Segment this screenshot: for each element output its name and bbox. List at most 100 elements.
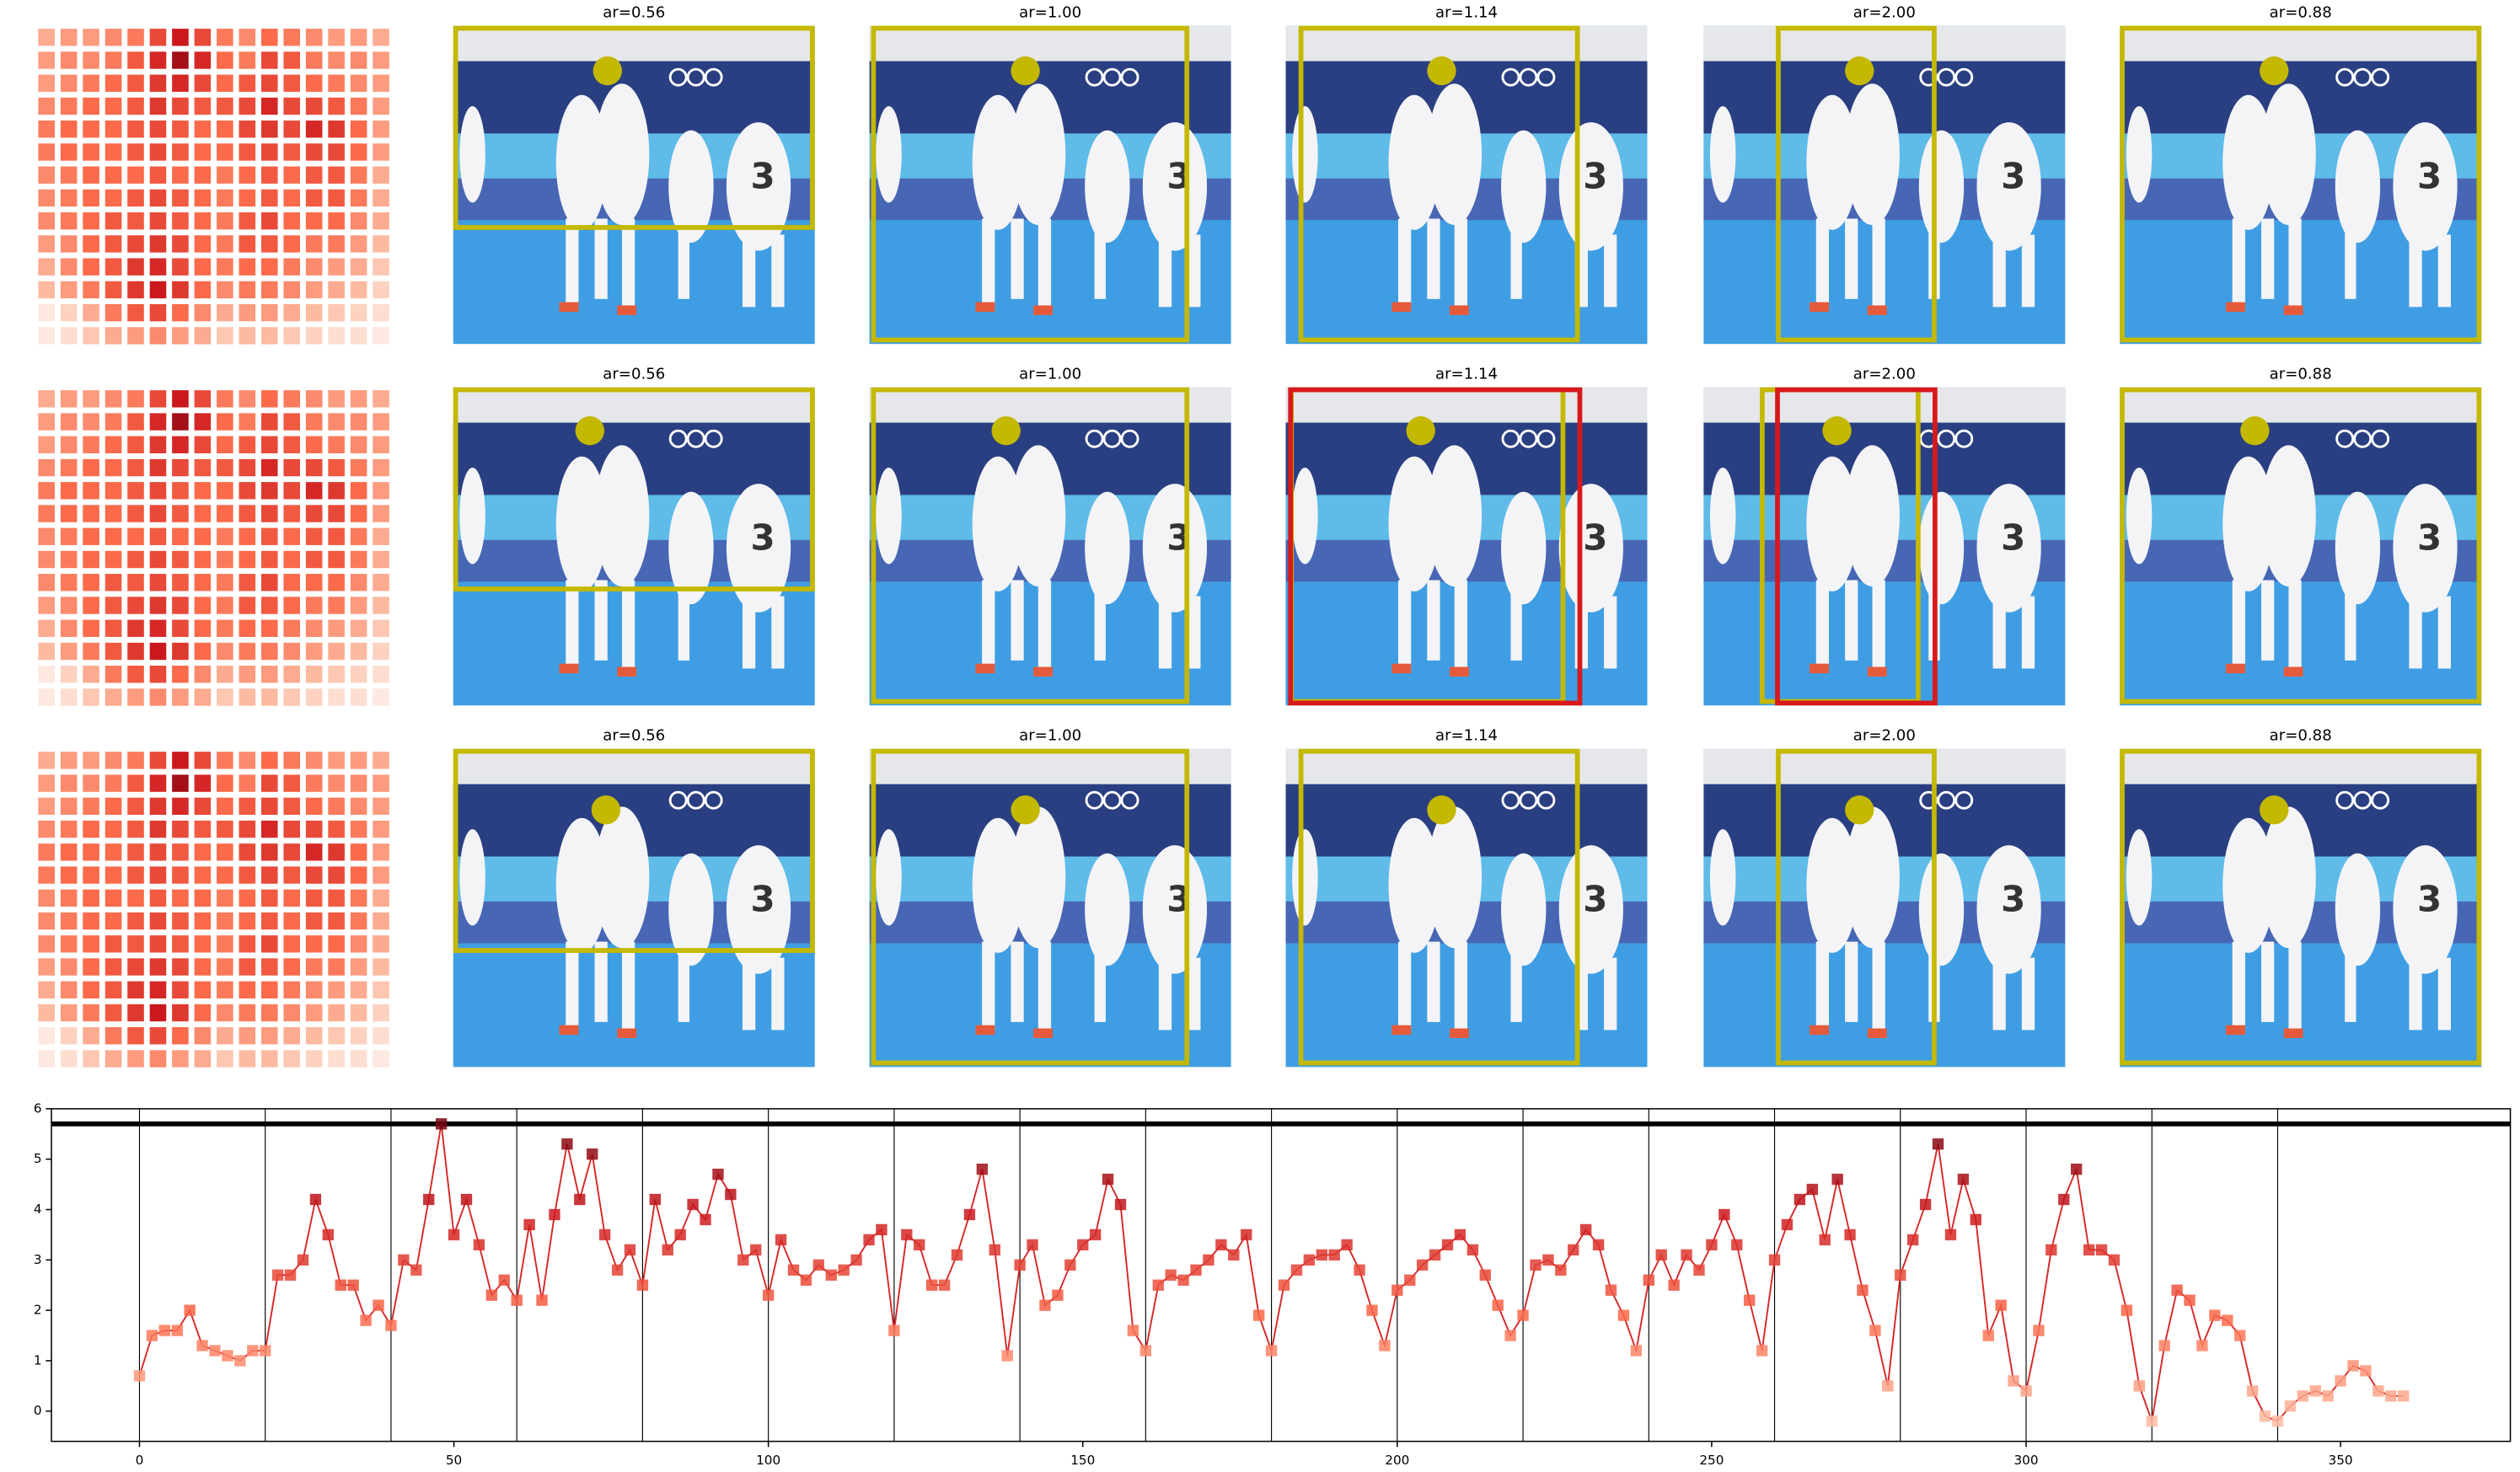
heatmap-cell: [283, 866, 301, 884]
heatmap-cell: [172, 51, 189, 69]
point-marker: [410, 1264, 422, 1276]
heatmap-cell: [60, 843, 78, 861]
heatmap-cell: [38, 666, 55, 683]
heatmap-cell: [373, 820, 389, 838]
heatmap-cell: [305, 212, 323, 230]
heatmap-cell: [260, 235, 278, 253]
panel-title: ar=2.00: [1853, 3, 1916, 21]
photo: [1703, 748, 2066, 1068]
point-marker: [1617, 1309, 1630, 1321]
heatmap-cell: [38, 436, 55, 453]
point-marker: [1027, 1239, 1038, 1251]
heatmap-cell: [194, 843, 212, 861]
panel-title: ar=1.00: [1019, 727, 1081, 745]
heatmap-cell: [83, 958, 99, 976]
heatmap-cell: [328, 666, 345, 683]
heatmap-cell: [60, 527, 78, 545]
heatmap-cell: [38, 258, 55, 276]
heatmap-cell: [127, 281, 144, 299]
heatmap-cell: [127, 935, 144, 953]
heatmap-cell: [149, 327, 167, 345]
heatmap-cell: [305, 981, 323, 998]
heatmap-cell: [350, 981, 367, 998]
panel-title: ar=2.00: [1853, 365, 1916, 383]
heatmap-cell: [328, 866, 345, 884]
point-marker: [574, 1193, 586, 1206]
point-marker: [1391, 1284, 1403, 1296]
heatmap-cell: [260, 752, 278, 769]
heatmap-cell: [172, 774, 189, 792]
heatmap-cell: [105, 619, 122, 637]
heatmap-cell: [83, 212, 99, 230]
heatmap-cell: [194, 866, 212, 884]
heatmap-cell: [127, 390, 144, 408]
point-marker: [260, 1345, 271, 1357]
heatmap-cell: [239, 820, 256, 838]
heatmap-cell: [60, 866, 78, 884]
point-marker: [1177, 1274, 1189, 1286]
heatmap-cell: [260, 666, 278, 683]
point-marker: [184, 1304, 196, 1316]
heatmap-cell: [127, 1050, 144, 1068]
point-marker: [1857, 1284, 1869, 1296]
focus-point: [1406, 416, 1435, 446]
heatmap-cell: [260, 281, 278, 299]
heatmap-cell: [239, 1027, 256, 1045]
point-marker: [2108, 1254, 2121, 1266]
heatmap-cell: [60, 550, 78, 569]
heatmap-cell: [328, 642, 345, 661]
heatmap-cell: [217, 166, 233, 184]
heatmap-cell: [194, 935, 212, 953]
heatmap-cell: [305, 1004, 323, 1022]
heatmap-cell: [260, 574, 278, 591]
heatmap-cell: [127, 235, 144, 253]
heatmap-cell: [172, 752, 189, 769]
heatmap-cell: [305, 527, 323, 545]
heatmap-cell: [38, 1050, 55, 1068]
point-marker: [2398, 1390, 2410, 1402]
heatmap-cell: [38, 981, 55, 998]
heatmap-cell: [149, 281, 167, 299]
heatmap-cell: [60, 74, 78, 92]
point-marker: [1555, 1264, 1567, 1276]
heatmap-cell: [217, 458, 233, 477]
heatmap-cell: [350, 597, 367, 614]
heatmap-cell: [283, 212, 301, 230]
point-marker: [901, 1228, 913, 1241]
point-marker: [549, 1208, 560, 1221]
heatmap-cell: [60, 458, 78, 477]
point-marker: [989, 1244, 1000, 1256]
heatmap-cell: [60, 189, 78, 207]
heatmap-cell: [373, 120, 389, 138]
heatmap-cell: [260, 935, 278, 953]
heatmap-cell: [260, 390, 278, 408]
heatmap-cell: [60, 235, 78, 253]
point-marker: [322, 1228, 335, 1241]
point-marker: [2246, 1385, 2259, 1397]
photo: [2120, 25, 2482, 345]
heatmap-cell: [239, 413, 256, 431]
heatmap-cell: [373, 666, 389, 683]
point-marker: [850, 1254, 862, 1266]
heatmap-cell: [305, 688, 323, 706]
crop-box: [453, 748, 815, 953]
heatmap-cell: [217, 912, 233, 930]
heatmap-cell: [283, 550, 301, 569]
heatmap-cell: [38, 752, 55, 769]
heatmap-cell: [373, 527, 389, 545]
heatmap-cell: [83, 436, 99, 453]
heatmap-cell: [283, 797, 301, 816]
heatmap-cell: [328, 527, 345, 545]
heatmap-cell: [283, 1027, 301, 1045]
heatmap-cell: [194, 797, 212, 816]
heatmap-cell: [194, 327, 212, 345]
heatmap-cell: [283, 74, 301, 92]
heatmap-cell: [105, 981, 122, 998]
heatmap-cell: [194, 97, 212, 115]
heatmap-cell: [260, 619, 278, 637]
heatmap-cell: [305, 1027, 323, 1045]
point-marker: [1064, 1259, 1076, 1271]
point-marker: [1379, 1340, 1391, 1352]
focus-point: [575, 416, 604, 446]
heatmap-cell: [373, 597, 389, 614]
